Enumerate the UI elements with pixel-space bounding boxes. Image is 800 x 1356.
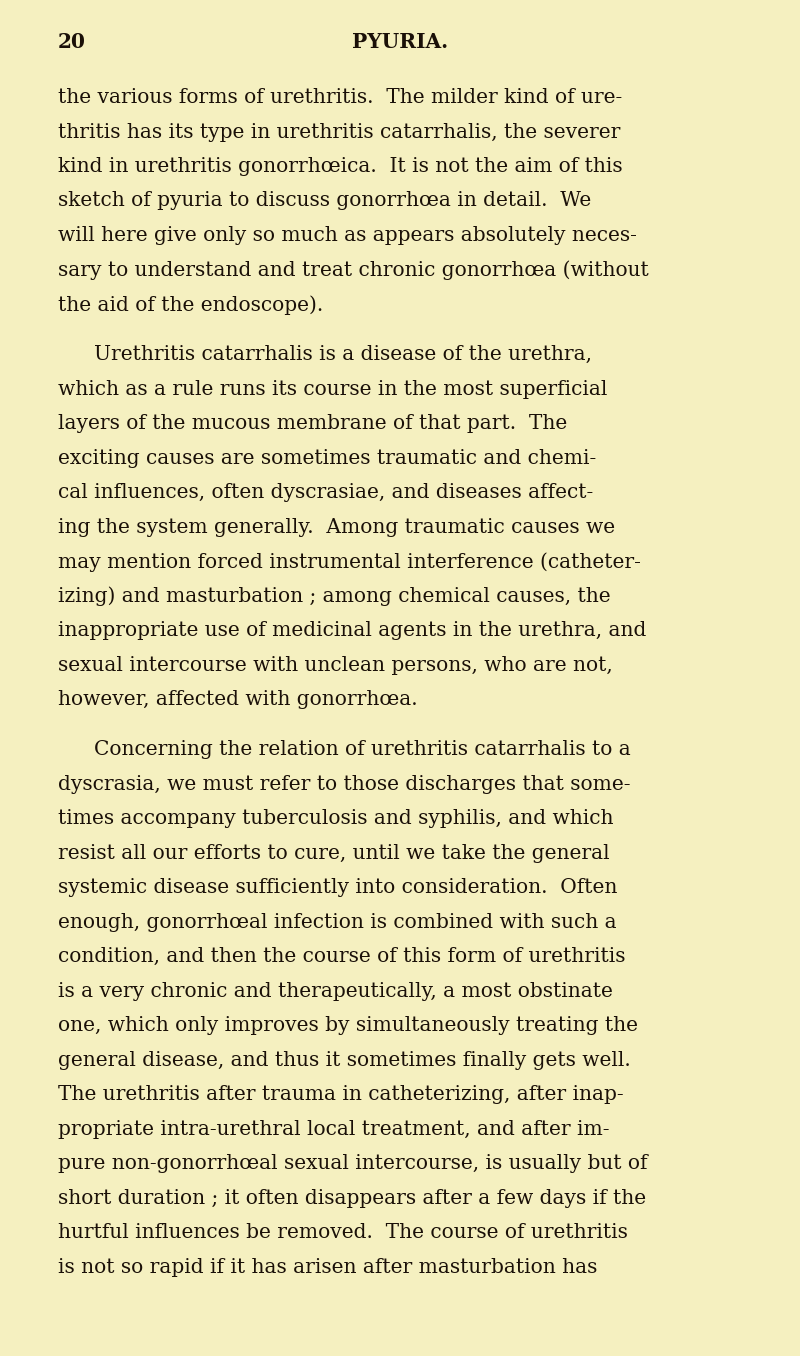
Text: condition, and then the course of this form of urethritis: condition, and then the course of this f… bbox=[58, 946, 626, 965]
Text: ing the system generally.  Among traumatic causes we: ing the system generally. Among traumati… bbox=[58, 518, 615, 537]
Text: izing) and masturbation ; among chemical causes, the: izing) and masturbation ; among chemical… bbox=[58, 587, 610, 606]
Text: The urethritis after trauma in catheterizing, after inap-: The urethritis after trauma in catheteri… bbox=[58, 1085, 624, 1104]
Text: is a very chronic and therapeutically, a most obstinate: is a very chronic and therapeutically, a… bbox=[58, 982, 613, 1001]
Text: 20: 20 bbox=[58, 33, 86, 52]
Text: one, which only improves by simultaneously treating the: one, which only improves by simultaneous… bbox=[58, 1016, 638, 1035]
Text: inappropriate use of medicinal agents in the urethra, and: inappropriate use of medicinal agents in… bbox=[58, 621, 646, 640]
Text: times accompany tuberculosis and syphilis, and which: times accompany tuberculosis and syphili… bbox=[58, 810, 614, 829]
Text: is not so rapid if it has arisen after masturbation has: is not so rapid if it has arisen after m… bbox=[58, 1257, 598, 1276]
Text: sary to understand and treat chronic gonorrhœa (without: sary to understand and treat chronic gon… bbox=[58, 260, 649, 281]
Text: systemic disease sufficiently into consideration.  Often: systemic disease sufficiently into consi… bbox=[58, 879, 618, 898]
Text: dyscrasia, we must refer to those discharges that some-: dyscrasia, we must refer to those discha… bbox=[58, 774, 630, 793]
Text: may mention forced instrumental interference (catheter-: may mention forced instrumental interfer… bbox=[58, 552, 641, 572]
Text: however, affected with gonorrhœa.: however, affected with gonorrhœa. bbox=[58, 690, 418, 709]
Text: Urethritis catarrhalis is a disease of the urethra,: Urethritis catarrhalis is a disease of t… bbox=[94, 344, 592, 363]
Text: will here give only so much as appears absolutely neces-: will here give only so much as appears a… bbox=[58, 226, 637, 245]
Text: Concerning the relation of urethritis catarrhalis to a: Concerning the relation of urethritis ca… bbox=[94, 740, 630, 759]
Text: exciting causes are sometimes traumatic and chemi-: exciting causes are sometimes traumatic … bbox=[58, 449, 596, 468]
Text: which as a rule runs its course in the most superficial: which as a rule runs its course in the m… bbox=[58, 380, 607, 399]
Text: enough, gonorrhœal infection is combined with such a: enough, gonorrhœal infection is combined… bbox=[58, 913, 617, 932]
Text: the various forms of urethritis.  The milder kind of ure-: the various forms of urethritis. The mil… bbox=[58, 88, 622, 107]
Text: kind in urethritis gonorrhœica.  It is not the aim of this: kind in urethritis gonorrhœica. It is no… bbox=[58, 157, 622, 176]
Text: thritis has its type in urethritis catarrhalis, the severer: thritis has its type in urethritis catar… bbox=[58, 122, 620, 141]
Text: the aid of the endoscope).: the aid of the endoscope). bbox=[58, 296, 323, 315]
Text: PYURIA.: PYURIA. bbox=[352, 33, 448, 52]
Text: short duration ; it often disappears after a few days if the: short duration ; it often disappears aft… bbox=[58, 1189, 646, 1208]
Text: sexual intercourse with unclean persons, who are not,: sexual intercourse with unclean persons,… bbox=[58, 655, 613, 674]
Text: pure non-gonorrhœal sexual intercourse, is usually but of: pure non-gonorrhœal sexual intercourse, … bbox=[58, 1154, 647, 1173]
Text: hurtful influences be removed.  The course of urethritis: hurtful influences be removed. The cours… bbox=[58, 1223, 628, 1242]
Text: general disease, and thus it sometimes finally gets well.: general disease, and thus it sometimes f… bbox=[58, 1051, 630, 1070]
Text: cal influences, often dyscrasiae, and diseases affect-: cal influences, often dyscrasiae, and di… bbox=[58, 483, 594, 502]
Text: layers of the mucous membrane of that part.  The: layers of the mucous membrane of that pa… bbox=[58, 414, 567, 433]
Text: propriate intra-urethral local treatment, and after im-: propriate intra-urethral local treatment… bbox=[58, 1120, 610, 1139]
Text: sketch of pyuria to discuss gonorrhœa in detail.  We: sketch of pyuria to discuss gonorrhœa in… bbox=[58, 191, 591, 210]
Text: resist all our efforts to cure, until we take the general: resist all our efforts to cure, until we… bbox=[58, 843, 610, 862]
